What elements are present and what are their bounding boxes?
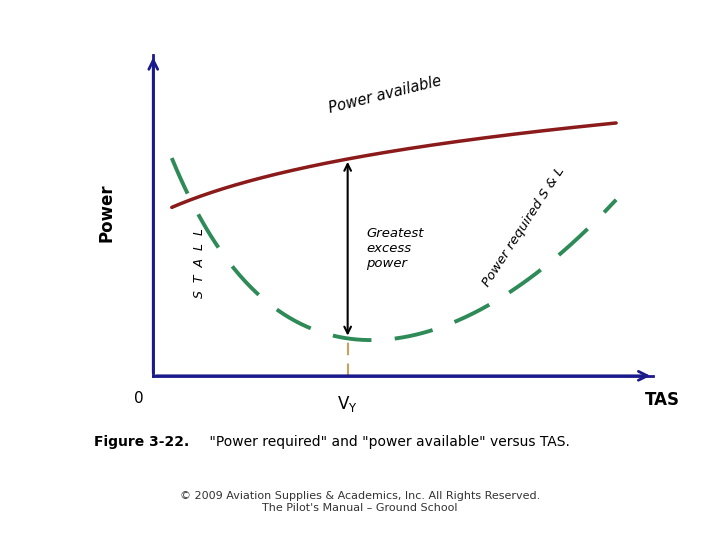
Text: Power available: Power available <box>327 73 443 116</box>
Text: Power: Power <box>98 183 116 241</box>
Text: Greatest
excess
power: Greatest excess power <box>366 227 423 270</box>
Text: Power required S & L: Power required S & L <box>480 165 567 289</box>
Text: "Power required" and "power available" versus TAS.: "Power required" and "power available" v… <box>205 435 570 449</box>
Text: 0: 0 <box>135 390 144 406</box>
Text: Figure 3-22.: Figure 3-22. <box>94 435 189 449</box>
Text: S  T  A  L  L: S T A L L <box>193 228 206 298</box>
Text: © 2009 Aviation Supplies & Academics, Inc. All Rights Reserved.
The Pilot's Manu: © 2009 Aviation Supplies & Academics, In… <box>180 491 540 513</box>
Text: V$_\mathregular{Y}$: V$_\mathregular{Y}$ <box>338 394 358 414</box>
Text: TAS: TAS <box>645 390 680 409</box>
